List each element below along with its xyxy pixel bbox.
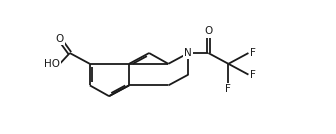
Text: F: F bbox=[250, 48, 256, 58]
Text: HO: HO bbox=[44, 59, 60, 69]
Text: O: O bbox=[204, 27, 212, 36]
Text: O: O bbox=[56, 34, 64, 44]
Text: N: N bbox=[184, 48, 192, 58]
Text: F: F bbox=[225, 84, 232, 94]
Text: F: F bbox=[250, 70, 256, 80]
